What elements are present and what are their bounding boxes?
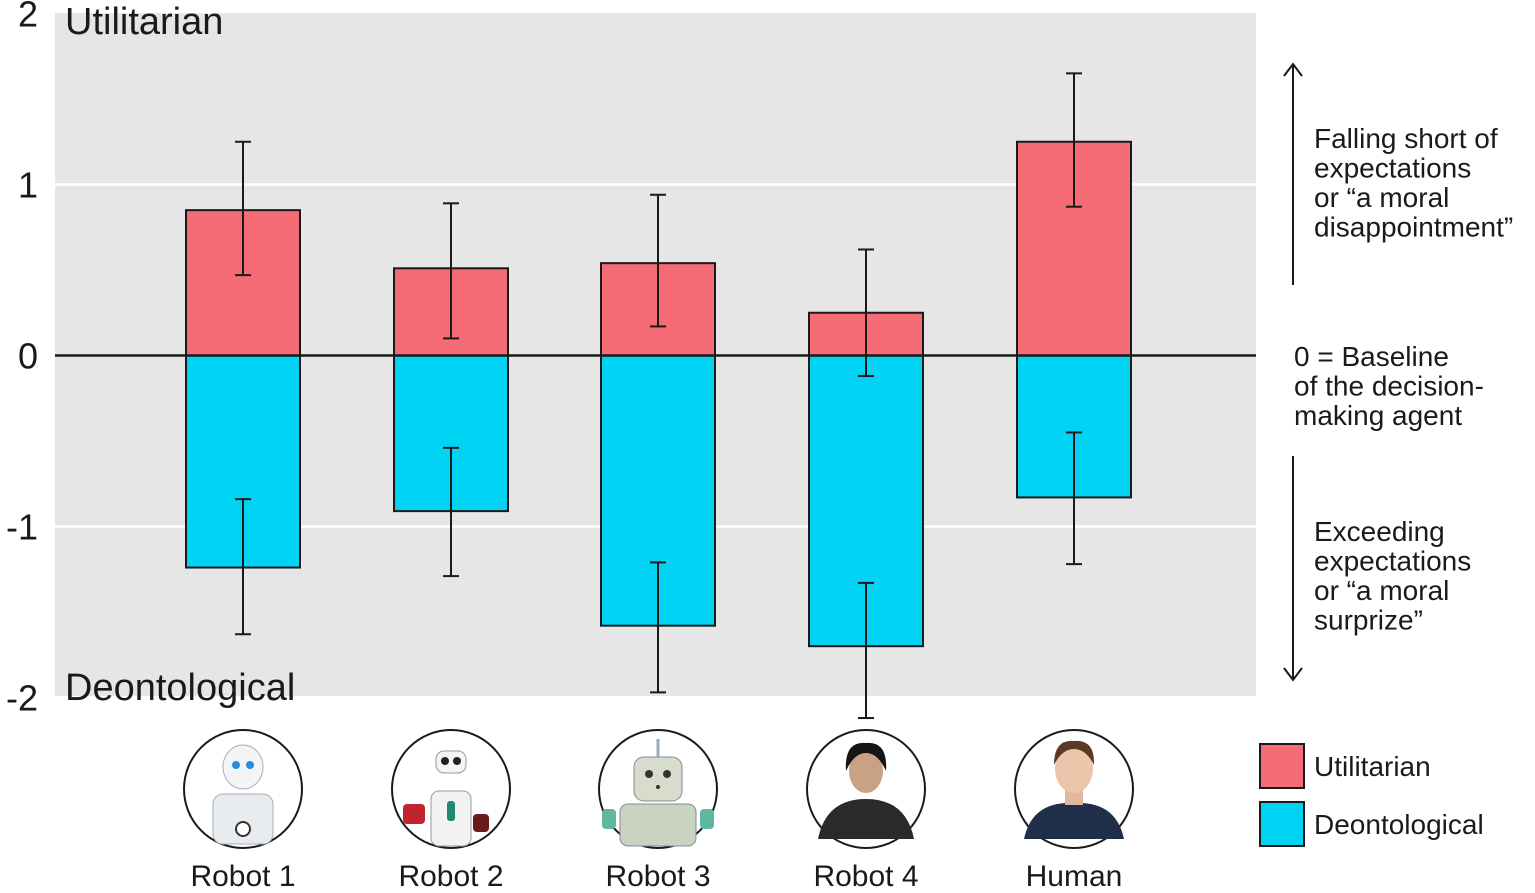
robot-3-portrait-icon xyxy=(598,729,718,849)
robot-eye xyxy=(645,770,653,778)
error-bars xyxy=(235,72,1082,720)
legend-label: Deontological xyxy=(1314,809,1484,840)
y-tick-label: -2 xyxy=(6,678,38,719)
android-face xyxy=(849,749,883,793)
android-shirt xyxy=(818,799,914,839)
top-axis-label: Utilitarian xyxy=(65,1,223,43)
annotation-baseline-line: 0 = Baseline xyxy=(1294,341,1449,372)
annotation-up-line: Falling short of xyxy=(1314,123,1498,154)
robot-4-portrait-icon xyxy=(806,729,926,849)
robot-head xyxy=(633,756,683,802)
annotation-baseline-line: making agent xyxy=(1294,400,1462,431)
human-portrait-icon xyxy=(1014,729,1134,849)
y-tick-label: 1 xyxy=(18,165,38,206)
robot-head xyxy=(435,750,467,774)
y-tick-label: 2 xyxy=(18,0,38,35)
annotation-up-line: expectations xyxy=(1314,153,1471,184)
robot-eye xyxy=(453,757,461,765)
robot-hand xyxy=(473,814,489,832)
category-labels: Robot 1 Robot 2 Robot 3 Robot 4 Human xyxy=(190,860,1122,893)
legend-swatch xyxy=(1259,743,1305,789)
robot-eye xyxy=(441,757,449,765)
android-hair xyxy=(845,742,887,771)
annotation-up-line: disappointment” xyxy=(1314,212,1513,243)
annotation-baseline-line: of the decision- xyxy=(1294,371,1484,402)
robot-eye xyxy=(246,761,254,769)
annotation-up-arrow xyxy=(1283,62,1303,285)
human-hair xyxy=(1054,740,1095,765)
y-tick-label: -1 xyxy=(6,507,38,548)
category-label: Robot 2 xyxy=(398,860,503,893)
category-label: Robot 4 xyxy=(813,860,918,893)
robot-eye xyxy=(663,770,671,778)
category-portraits xyxy=(183,729,1134,849)
robot-mouth xyxy=(656,785,660,789)
robot-eye xyxy=(232,761,240,769)
annotation-down-arrow xyxy=(1283,456,1303,682)
annotation-down-line: Exceeding xyxy=(1314,516,1445,547)
robot-body xyxy=(212,793,274,845)
y-tick-label: 0 xyxy=(18,336,38,377)
category-label: Robot 1 xyxy=(190,860,295,893)
robot-head xyxy=(222,744,264,790)
robot-2-portrait-icon xyxy=(391,729,511,849)
robot-chest-button xyxy=(235,821,251,837)
annotation-down-line: expectations xyxy=(1314,546,1471,577)
bars xyxy=(185,140,1132,648)
annotation-down-line: or “a moral xyxy=(1314,575,1449,606)
robot-arm xyxy=(403,804,425,824)
robot-body xyxy=(619,803,697,847)
robot-1-portrait-icon xyxy=(183,729,303,849)
human-face xyxy=(1055,745,1093,793)
legend: Utilitarian Deontological xyxy=(1259,743,1484,847)
category-label: Human xyxy=(1026,860,1123,893)
annotation-down-line: surprize” xyxy=(1314,605,1423,636)
robot-light xyxy=(447,801,455,821)
human-shirt xyxy=(1024,802,1124,839)
annotation-up-line: or “a moral xyxy=(1314,182,1449,213)
robot-arm xyxy=(602,809,616,829)
legend-swatch xyxy=(1259,801,1305,847)
y-axis-ticks: 2 1 0 -1 -2 xyxy=(6,0,38,719)
category-label: Robot 3 xyxy=(605,860,710,893)
bottom-axis-label: Deontological xyxy=(65,667,295,709)
robot-arm xyxy=(700,809,714,829)
legend-label: Utilitarian xyxy=(1314,751,1431,782)
